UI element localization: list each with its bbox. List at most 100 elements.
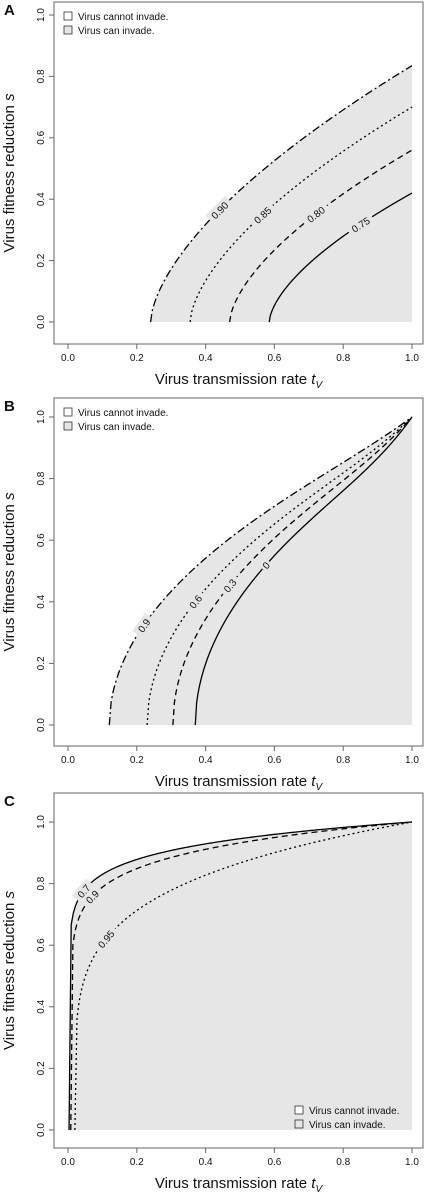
contour-label-gap xyxy=(257,557,274,573)
y-axis-var: s xyxy=(1,891,18,899)
contour-label-gap xyxy=(132,612,155,638)
x-tick-label: 0.4 xyxy=(199,353,213,364)
y-axis-label: Virus fitness reduction xyxy=(1,101,18,252)
y-tick-label: 0.8 xyxy=(36,876,47,890)
contour-line-0 xyxy=(194,416,413,726)
y-tick-label: 0.2 xyxy=(36,253,47,267)
plot-frame xyxy=(53,792,424,1149)
legend: Virus cannot invade. Virus can invade. xyxy=(294,1105,399,1131)
contour-label-gap xyxy=(183,589,207,614)
legend-item-label: Virus cannot invade. xyxy=(78,12,168,23)
legend-item-label: Virus can invade. xyxy=(78,26,155,37)
x-axis-title: Virus transmission rate tV xyxy=(155,371,324,391)
x-tick-label: 0.0 xyxy=(61,1157,75,1168)
x-axis-subscript: V xyxy=(315,782,323,793)
y-tick-label: 0.4 xyxy=(36,999,47,1013)
legend-swatch-cannot-invade xyxy=(63,407,73,417)
contour-label-group: 0 xyxy=(257,557,274,573)
y-tick-label: 0.2 xyxy=(36,656,47,670)
legend-item-label: Virus can invade. xyxy=(78,422,155,433)
y-tick-label: 0.4 xyxy=(36,594,47,608)
x-tick-label: 0.4 xyxy=(199,755,213,766)
x-tick-label: 0.0 xyxy=(61,353,75,364)
contour-line-0.9 xyxy=(70,821,413,1131)
legend-swatch-can-invade xyxy=(63,421,73,431)
y-tick-label: 1.0 xyxy=(36,815,47,829)
contour-label-gap xyxy=(92,924,120,954)
y-tick-label: 1.0 xyxy=(36,410,47,424)
contour-line-0.9 xyxy=(108,416,413,726)
contour-label-gap xyxy=(300,200,331,228)
contour-line-0.85 xyxy=(189,106,413,323)
contour-line-0.7 xyxy=(68,821,413,1131)
x-tick-label: 0.8 xyxy=(336,755,350,766)
y-tick-label: 0.6 xyxy=(36,130,47,144)
x-axis-subscript: V xyxy=(315,380,323,391)
y-tick-label: 0.8 xyxy=(36,69,47,83)
chart-panel-a: 0.90 0.85 0.800.750.0 0.2 0.4 0.6 0.8 1.00.00.2… xyxy=(1,1,424,391)
legend-item-label: Virus can invade. xyxy=(309,1120,386,1131)
contour-label-gap xyxy=(205,195,234,225)
x-tick-label: 0.6 xyxy=(267,353,281,364)
contour-line-0.75 xyxy=(268,192,413,323)
contour-line-0.3 xyxy=(172,416,413,726)
y-tick-label: 0.8 xyxy=(36,471,47,485)
y-tick-label: 0.6 xyxy=(36,533,47,547)
x-tick-label: 1.0 xyxy=(405,755,419,766)
x-tick-label: 0.8 xyxy=(336,1157,350,1168)
chart-panel-c: 0.70.90.950.0 0.2 0.4 0.6 0.8 1.00.00.20.40.6… xyxy=(1,792,424,1195)
x-tick-label: 0.0 xyxy=(61,755,75,766)
x-axis-subscript: V xyxy=(315,1184,323,1195)
panel-letter: C xyxy=(4,793,15,810)
x-axis-var: t xyxy=(311,371,316,388)
x-tick-label: 0.6 xyxy=(267,1157,281,1168)
plot-frame xyxy=(53,1,424,345)
y-tick-label: 0.6 xyxy=(36,938,47,952)
contour-label-gap xyxy=(71,878,96,904)
chart-panel-b: 0.90.60.300.0 0.2 0.4 0.6 0.8 1.00.00.20.40.6… xyxy=(1,397,424,793)
legend-swatch-cannot-invade xyxy=(63,11,73,21)
panel-letter: B xyxy=(4,398,15,415)
x-axis-var: t xyxy=(311,773,316,790)
y-axis-title: Virus fitness reduction s xyxy=(1,891,18,1050)
y-axis-var: s xyxy=(1,492,18,500)
x-axis-title: Virus transmission rate tV xyxy=(155,773,324,793)
legend: Virus cannot invade. Virus can invade. xyxy=(63,11,168,37)
y-tick-label: 0.0 xyxy=(36,1123,47,1137)
y-tick-label: 0.0 xyxy=(36,315,47,329)
x-tick-label: 1.0 xyxy=(405,1157,419,1168)
panel-letter: A xyxy=(4,2,15,19)
x-tick-label: 0.2 xyxy=(130,353,144,364)
y-axis-title: Virus fitness reduction s xyxy=(1,492,18,651)
contour-label-gap xyxy=(248,200,277,229)
y-tick-label: 0.4 xyxy=(36,192,47,206)
x-tick-label: 0.2 xyxy=(130,1157,144,1168)
x-tick-label: 0.8 xyxy=(336,353,350,364)
x-tick-label: 0.6 xyxy=(267,755,281,766)
invade-region xyxy=(150,65,412,322)
x-axis-label: Virus transmission rate xyxy=(155,371,311,388)
y-axis-var: s xyxy=(1,93,18,101)
contour-label-gap xyxy=(218,573,242,598)
y-axis-label: Virus fitness reduction xyxy=(1,899,18,1050)
contour-label-gap xyxy=(80,884,105,909)
invade-region xyxy=(69,822,412,1130)
x-tick-label: 1.0 xyxy=(405,353,419,364)
contour-label-gap xyxy=(345,211,376,238)
plot-frame xyxy=(53,397,424,747)
y-axis-label: Virus fitness reduction xyxy=(1,500,18,651)
x-axis-label: Virus transmission rate xyxy=(155,773,311,790)
legend: Virus cannot invade. Virus can invade. xyxy=(63,407,168,433)
x-tick-label: 0.2 xyxy=(130,755,144,766)
legend-swatch-can-invade xyxy=(294,1119,304,1129)
contour-line-0.90 xyxy=(149,65,413,323)
x-axis-var: t xyxy=(311,1175,316,1192)
legend-item-label: Virus cannot invade. xyxy=(78,408,168,419)
contour-label: 0 xyxy=(261,560,273,572)
contour-line-0.80 xyxy=(229,149,413,323)
y-axis-title: Virus fitness reduction s xyxy=(1,93,18,252)
y-tick-label: 1.0 xyxy=(36,8,47,22)
legend-item-label: Virus cannot invade. xyxy=(309,1106,399,1117)
x-axis-title: Virus transmission rate tV xyxy=(155,1175,324,1195)
